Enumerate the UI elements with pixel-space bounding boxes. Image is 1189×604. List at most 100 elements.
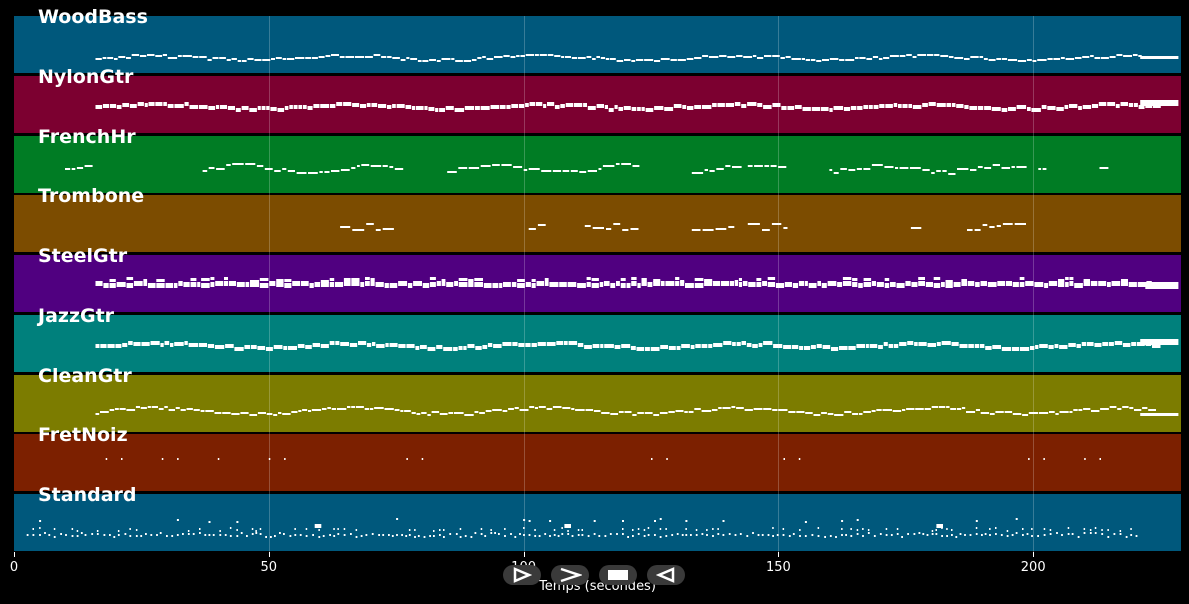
note	[1099, 166, 1109, 169]
note	[71, 528, 74, 530]
track-woodbass[interactable]: WoodBass	[14, 7, 1181, 73]
note	[946, 405, 950, 408]
note	[848, 345, 856, 350]
note	[616, 533, 618, 535]
note	[893, 343, 899, 348]
note	[567, 282, 577, 287]
note	[370, 164, 382, 167]
note	[675, 281, 680, 286]
note	[65, 167, 71, 170]
note	[632, 535, 634, 537]
note	[736, 55, 743, 57]
note	[95, 412, 100, 415]
note	[259, 283, 269, 288]
note	[1140, 56, 1179, 59]
note	[237, 60, 242, 62]
note	[620, 278, 626, 281]
track-frenchhr[interactable]: FrenchHr	[14, 127, 1181, 193]
note	[415, 345, 420, 350]
note	[912, 104, 922, 109]
note	[351, 166, 356, 169]
note	[431, 410, 440, 413]
note	[343, 101, 352, 106]
note	[835, 536, 837, 538]
note	[428, 106, 435, 111]
note	[863, 282, 872, 287]
note	[520, 55, 525, 57]
note	[135, 405, 140, 408]
track-cleangtr[interactable]: CleanGtr	[14, 366, 1181, 432]
note	[504, 535, 506, 537]
note	[984, 105, 991, 110]
note	[1064, 104, 1069, 109]
note	[479, 411, 485, 414]
note	[528, 534, 531, 536]
track-jazzgtr[interactable]: JazzGtr	[14, 306, 1181, 372]
note	[311, 408, 322, 411]
note	[411, 105, 415, 110]
note	[863, 278, 872, 281]
note	[821, 411, 827, 414]
note	[482, 56, 486, 58]
note	[375, 282, 384, 287]
note	[336, 101, 343, 106]
note	[694, 283, 704, 288]
fast-forward-button[interactable]	[551, 565, 589, 585]
note	[974, 229, 981, 232]
note	[420, 344, 427, 349]
note	[144, 102, 148, 107]
note	[862, 535, 864, 537]
note	[736, 406, 744, 409]
note	[564, 340, 568, 345]
note	[852, 412, 858, 415]
track-steelgtr[interactable]: SteelGtr	[14, 246, 1181, 312]
track-trombone[interactable]: Trombone	[14, 186, 1181, 253]
note	[622, 520, 624, 522]
note	[561, 56, 565, 58]
note	[337, 533, 340, 535]
play-button[interactable]	[503, 565, 541, 585]
note	[694, 57, 702, 59]
note	[742, 281, 748, 286]
note	[871, 281, 876, 286]
note	[165, 283, 174, 288]
note	[298, 104, 303, 109]
note	[257, 411, 266, 414]
note	[984, 166, 992, 169]
note	[398, 281, 408, 286]
note	[863, 104, 869, 109]
note	[712, 281, 720, 286]
note	[205, 409, 214, 412]
note	[282, 167, 287, 170]
note	[384, 283, 389, 288]
note	[899, 341, 907, 346]
note	[443, 536, 445, 538]
note	[305, 535, 308, 537]
note	[922, 102, 928, 107]
note	[480, 533, 483, 535]
note	[102, 103, 109, 108]
stop-button[interactable]	[599, 565, 637, 585]
note	[170, 342, 174, 347]
note	[373, 54, 381, 56]
note	[630, 228, 639, 231]
note	[614, 104, 618, 109]
note	[546, 341, 556, 346]
track-label: JazzGtr	[38, 304, 115, 327]
note	[1031, 528, 1033, 530]
note	[159, 532, 162, 534]
note	[382, 228, 394, 231]
note	[772, 102, 781, 107]
rewind-button[interactable]	[647, 565, 685, 585]
note	[543, 103, 547, 108]
note	[189, 104, 199, 109]
note	[650, 346, 660, 351]
track-fretnoiz[interactable]: FretNoiz	[14, 425, 1181, 492]
note	[706, 534, 708, 536]
note	[741, 103, 747, 108]
note	[1121, 279, 1128, 282]
note	[804, 535, 807, 537]
track-nylongtr[interactable]: NylonGtr	[14, 67, 1181, 133]
note	[899, 166, 909, 169]
track-standard[interactable]: Standard	[14, 485, 1181, 551]
